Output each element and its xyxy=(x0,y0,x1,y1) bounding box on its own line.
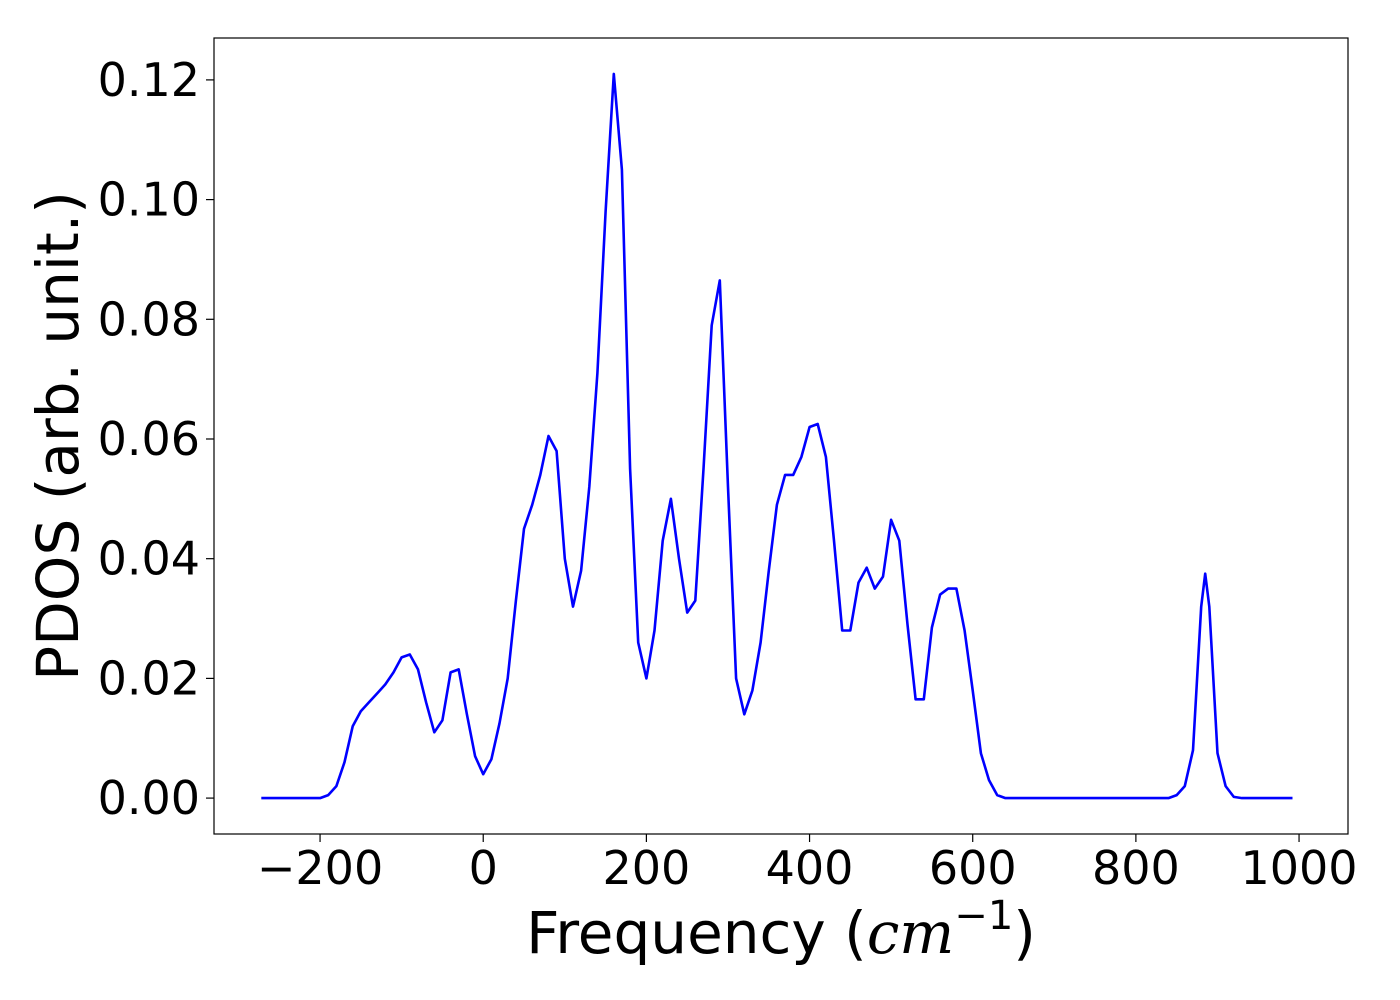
y-tick-label: 0.10 xyxy=(98,173,200,227)
y-tick-label: 0.02 xyxy=(98,651,200,705)
y-tick-label: 0.12 xyxy=(98,53,200,107)
x-tick-label: 200 xyxy=(602,841,690,895)
y-tick-label: 0.00 xyxy=(98,771,200,825)
x-tick-label: 1000 xyxy=(1241,841,1358,895)
x-axis-unit-open: ( xyxy=(826,899,867,967)
y-tick-label: 0.04 xyxy=(98,532,200,586)
x-tick-label: 400 xyxy=(766,841,854,895)
x-axis-unit-exponent: −1 xyxy=(954,893,1013,939)
x-tick-label: 600 xyxy=(929,841,1017,895)
pdos-series-line xyxy=(261,72,1293,800)
y-axis-ticks: 0.00 0.02 0.04 0.06 0.08 0.10 0.12 xyxy=(98,53,214,825)
x-tick-label: 0 xyxy=(469,841,498,895)
y-tick-label: 0.08 xyxy=(98,292,200,346)
x-tick-label: −200 xyxy=(257,841,383,895)
y-axis-label: PDOS (arb. unit.) xyxy=(24,191,92,681)
x-axis-label-text: Frequency xyxy=(526,899,826,967)
x-axis-unit-base: cm xyxy=(867,899,954,967)
plot-area xyxy=(213,37,1349,835)
x-axis-label: Frequency (cm−1) xyxy=(526,893,1036,967)
x-axis-ticks: −200 0 200 400 600 800 1000 xyxy=(257,834,1358,895)
x-axis-unit-close: ) xyxy=(1013,899,1036,967)
x-tick-label: 800 xyxy=(1092,841,1180,895)
y-tick-label: 0.06 xyxy=(98,412,200,466)
